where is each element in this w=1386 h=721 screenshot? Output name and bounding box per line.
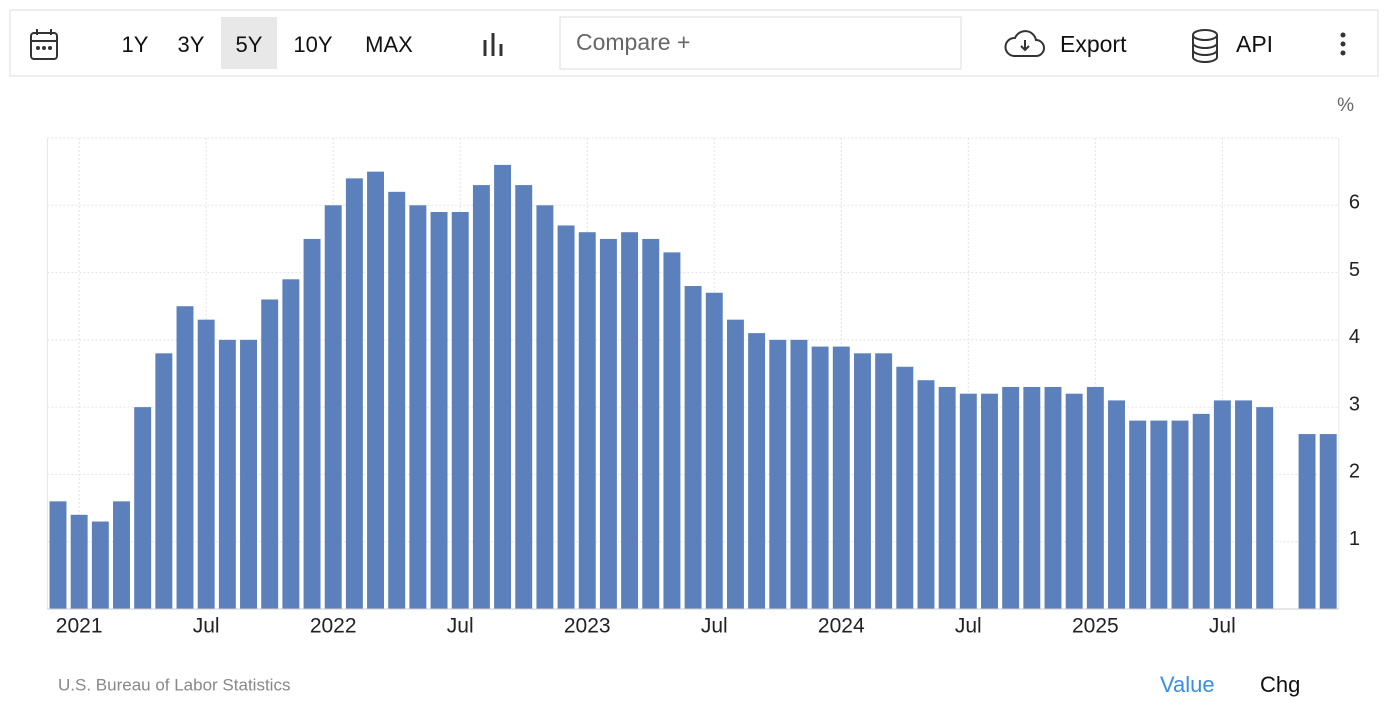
bar	[1192, 413, 1210, 609]
x-tick-label: 2021	[56, 615, 103, 638]
bar	[1044, 386, 1062, 609]
bar	[1213, 400, 1231, 609]
bar	[726, 319, 744, 609]
bar	[282, 279, 300, 609]
bar	[832, 346, 850, 609]
range-button[interactable]: 5Y	[236, 32, 263, 57]
bar	[70, 514, 88, 609]
bar	[536, 205, 554, 610]
y-tick-label: 3	[1349, 393, 1360, 415]
bar	[218, 339, 236, 609]
bar	[938, 386, 956, 609]
range-button[interactable]: 1Y	[122, 32, 149, 57]
compare-placeholder[interactable]: Compare +	[576, 29, 690, 55]
bar	[1235, 400, 1253, 609]
bar	[1150, 420, 1168, 609]
bar	[261, 299, 279, 609]
bar	[388, 191, 406, 610]
bar	[981, 393, 998, 609]
bar	[472, 185, 490, 609]
bar	[790, 339, 808, 609]
bar	[811, 346, 829, 609]
x-tick-label: Jul	[447, 615, 474, 638]
bar	[134, 407, 152, 609]
bar	[578, 232, 596, 609]
x-tick-label: 2025	[1072, 615, 1119, 638]
bar	[1256, 407, 1274, 609]
bar	[451, 212, 469, 609]
bar	[1108, 400, 1125, 609]
bar	[1129, 420, 1147, 609]
bar	[917, 380, 935, 609]
bar	[1086, 386, 1104, 609]
api-icon[interactable]	[1192, 29, 1218, 63]
bar	[1002, 386, 1020, 609]
export-icon[interactable]	[1004, 30, 1045, 57]
y-tick-label: 2	[1349, 461, 1360, 483]
bar	[515, 185, 533, 609]
x-tick-label: Jul	[701, 615, 728, 638]
x-tick-label: 2024	[818, 615, 865, 638]
range-button[interactable]: MAX	[365, 32, 413, 57]
bar	[853, 353, 871, 609]
x-tick-label: Jul	[193, 615, 220, 638]
y-tick-label: 6	[1349, 192, 1360, 214]
compare-input[interactable]	[559, 16, 962, 70]
bar	[155, 353, 173, 609]
active-range-bg	[221, 17, 277, 69]
bar	[705, 292, 723, 609]
bar	[1065, 393, 1083, 609]
bar	[49, 501, 67, 609]
bar	[240, 339, 257, 609]
bar	[197, 319, 215, 609]
bar	[599, 238, 617, 609]
bar	[91, 521, 109, 609]
bar	[324, 205, 342, 610]
bar	[959, 393, 977, 609]
bar	[748, 333, 766, 609]
x-tick-label: 2023	[564, 615, 611, 638]
api-button[interactable]: API	[1236, 31, 1273, 57]
bar	[1171, 420, 1189, 609]
calendar-icon[interactable]	[30, 29, 58, 60]
y-tick-label: 4	[1349, 326, 1360, 348]
bar	[494, 164, 512, 609]
bar	[684, 286, 702, 609]
x-tick-label: 2022	[310, 615, 357, 638]
source: U.S. Bureau of Labor Statistics	[58, 675, 290, 694]
bar	[875, 353, 893, 609]
bar	[1023, 386, 1041, 609]
value-toggle[interactable]: Value	[1160, 672, 1215, 697]
y-tick-label: 5	[1349, 259, 1360, 281]
bar	[1319, 434, 1337, 609]
bar	[367, 171, 385, 609]
bar	[557, 225, 575, 609]
bar	[621, 232, 639, 609]
bar	[642, 238, 660, 609]
chart-type-icon[interactable]	[483, 33, 503, 56]
bar	[896, 366, 914, 609]
y-tick-label: 1	[1349, 528, 1360, 550]
menu-icon[interactable]	[1340, 32, 1346, 56]
unit-label: %	[1337, 95, 1354, 116]
export-button[interactable]: Export	[1060, 31, 1127, 57]
x-tick-label: Jul	[955, 615, 982, 638]
bar	[409, 205, 427, 610]
range-button[interactable]: 3Y	[178, 32, 205, 57]
bar	[663, 252, 681, 609]
chg-toggle[interactable]: Chg	[1260, 672, 1300, 697]
bar	[176, 306, 194, 609]
bar	[430, 212, 448, 609]
x-tick-label: Jul	[1209, 615, 1236, 638]
bar	[1298, 434, 1316, 609]
bar	[113, 501, 130, 609]
bar	[303, 238, 321, 609]
range-button[interactable]: 10Y	[293, 32, 332, 57]
bar	[769, 339, 787, 609]
bar	[345, 178, 363, 609]
